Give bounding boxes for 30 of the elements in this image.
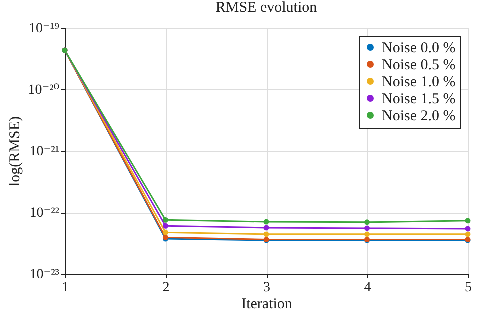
y-tick-label: 10⁻²³ <box>30 268 60 282</box>
x-tick-label: 4 <box>364 280 372 296</box>
point <box>364 220 370 226</box>
chart-title: RMSE evolution <box>216 0 318 16</box>
y-tick-label: 10⁻¹⁹ <box>29 22 60 36</box>
point <box>364 226 370 232</box>
point <box>264 219 270 225</box>
x-tick-label: 3 <box>264 280 270 296</box>
y-tick-label: 10⁻²² <box>30 206 60 221</box>
point <box>163 217 168 223</box>
point <box>465 232 471 238</box>
legend-label: Noise 0.5 % <box>382 58 456 74</box>
y-tick-label: 10⁻²¹ <box>30 144 60 160</box>
point <box>465 218 471 224</box>
legend-label: Noise 1.0 % <box>382 74 456 90</box>
legend-label: Noise 2.0 % <box>382 108 456 124</box>
point <box>264 232 270 238</box>
point <box>364 232 370 238</box>
point <box>163 223 168 229</box>
point <box>163 230 168 236</box>
legend-label: Noise 0.0 % <box>382 40 456 56</box>
point <box>465 226 471 232</box>
x-tick-label: 1 <box>62 280 69 296</box>
y-tick-label: 10⁻²⁰ <box>28 83 60 98</box>
x-tick-label: 5 <box>465 280 472 296</box>
y-axis-title: log(RMSE) <box>7 116 24 187</box>
point <box>264 225 270 231</box>
x-tick-label: 2 <box>162 280 170 296</box>
legend-label: Noise 1.5 % <box>382 92 456 108</box>
x-axis-title: Iteration <box>242 296 293 312</box>
